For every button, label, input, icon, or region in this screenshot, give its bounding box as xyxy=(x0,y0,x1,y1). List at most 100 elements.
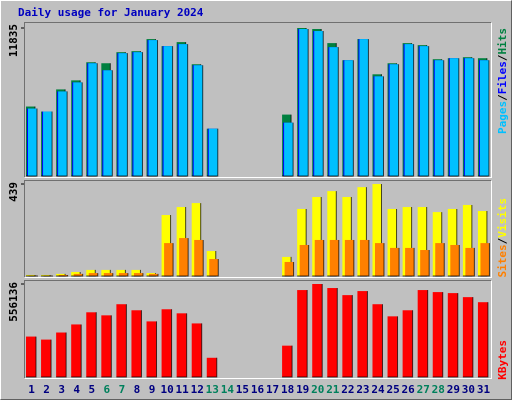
bar xyxy=(86,312,97,377)
bar xyxy=(447,293,458,377)
x-tick-label: 24 xyxy=(371,383,385,396)
bar-shadow xyxy=(374,243,385,277)
x-tick-label: 15 xyxy=(236,383,249,396)
bar xyxy=(387,208,397,276)
bar xyxy=(163,46,173,177)
bar xyxy=(101,315,112,377)
bar-shadow xyxy=(297,290,308,378)
bar xyxy=(193,65,203,176)
chart-title: Daily usage for January 2024 xyxy=(18,6,204,19)
bar xyxy=(402,310,413,377)
bar xyxy=(131,269,141,276)
bar xyxy=(314,31,324,177)
bar-shadow xyxy=(420,250,430,277)
bar-shadow xyxy=(344,60,354,177)
bar-shadow xyxy=(73,82,83,177)
bar-shadow xyxy=(194,239,204,277)
bar xyxy=(357,187,367,276)
x-tick-label: 19 xyxy=(296,383,309,396)
bar-shadow xyxy=(359,239,370,277)
bar xyxy=(357,291,368,377)
bar xyxy=(327,191,337,276)
legend-separator: / xyxy=(496,94,509,101)
bar xyxy=(389,64,399,176)
bar xyxy=(26,336,36,377)
panel-border xyxy=(24,22,492,178)
bar-shadow xyxy=(417,290,429,378)
bar-shadow xyxy=(419,46,430,177)
x-tick-label: 23 xyxy=(356,383,369,396)
bar xyxy=(146,321,157,377)
x-tick-label: 22 xyxy=(341,383,354,396)
bar-shadow xyxy=(404,44,415,177)
bar-shadow xyxy=(357,291,368,378)
bar-shadow xyxy=(432,292,444,378)
bar xyxy=(41,339,52,377)
bar-shadow xyxy=(387,316,399,378)
bar-shadow xyxy=(88,273,99,277)
x-tick-label: 3 xyxy=(58,383,65,396)
bar-shadow xyxy=(389,64,400,177)
bar-shadow xyxy=(284,261,295,277)
bar-shadow xyxy=(149,273,159,277)
bar-shadow xyxy=(477,302,489,378)
bar-shadow xyxy=(282,345,293,378)
y-tick-label: 439 xyxy=(7,182,20,202)
bar xyxy=(480,243,490,276)
bar-shadow xyxy=(133,52,143,177)
bar-shadow xyxy=(58,91,68,177)
bar xyxy=(372,184,382,276)
bar-shadow xyxy=(71,324,82,378)
bar xyxy=(432,292,443,377)
bar xyxy=(312,284,323,377)
bar-shadow xyxy=(41,339,52,378)
bar-shadow xyxy=(88,63,98,177)
x-tick-label: 8 xyxy=(134,383,141,396)
x-tick-label: 20 xyxy=(311,383,324,396)
bar xyxy=(299,244,309,276)
bar-shadow xyxy=(56,332,67,378)
panel-border xyxy=(24,22,492,178)
x-tick-label: 2 xyxy=(43,383,50,396)
bar xyxy=(103,273,113,276)
bar xyxy=(342,196,352,276)
legend-entry: KBytes xyxy=(496,340,509,380)
bar xyxy=(284,122,294,176)
bar xyxy=(344,60,354,176)
bar xyxy=(344,239,354,276)
x-tick-label: 5 xyxy=(88,383,95,396)
bar xyxy=(462,297,473,377)
bar xyxy=(417,290,428,377)
x-tick-label: 10 xyxy=(160,383,173,396)
bar xyxy=(329,47,339,176)
x-tick-label: 14 xyxy=(221,383,235,396)
bar xyxy=(209,259,219,276)
bar xyxy=(465,247,475,276)
bar-shadow xyxy=(435,243,445,277)
x-tick-label: 13 xyxy=(206,383,219,396)
bar-shadow xyxy=(314,31,324,177)
bar xyxy=(56,273,66,276)
legend-entry: Visits xyxy=(496,198,509,238)
bar-shadow xyxy=(450,244,460,277)
bar xyxy=(191,323,202,377)
panel-border xyxy=(24,280,492,379)
bar-shadow xyxy=(179,238,189,277)
bar-shadow xyxy=(131,310,142,378)
bar-shadow xyxy=(118,53,128,177)
bar xyxy=(41,274,51,276)
legend-entry: Files xyxy=(496,61,509,94)
bar xyxy=(312,196,322,276)
legend: Sites/Visits xyxy=(496,198,509,278)
bar xyxy=(86,269,96,276)
bar-shadow xyxy=(402,310,414,378)
bar xyxy=(282,345,293,377)
bar-shadow xyxy=(133,273,144,277)
legend-separator: / xyxy=(496,237,509,244)
bar xyxy=(191,203,201,276)
bar xyxy=(420,250,430,276)
bar-shadow xyxy=(26,336,37,378)
bar xyxy=(71,324,82,377)
